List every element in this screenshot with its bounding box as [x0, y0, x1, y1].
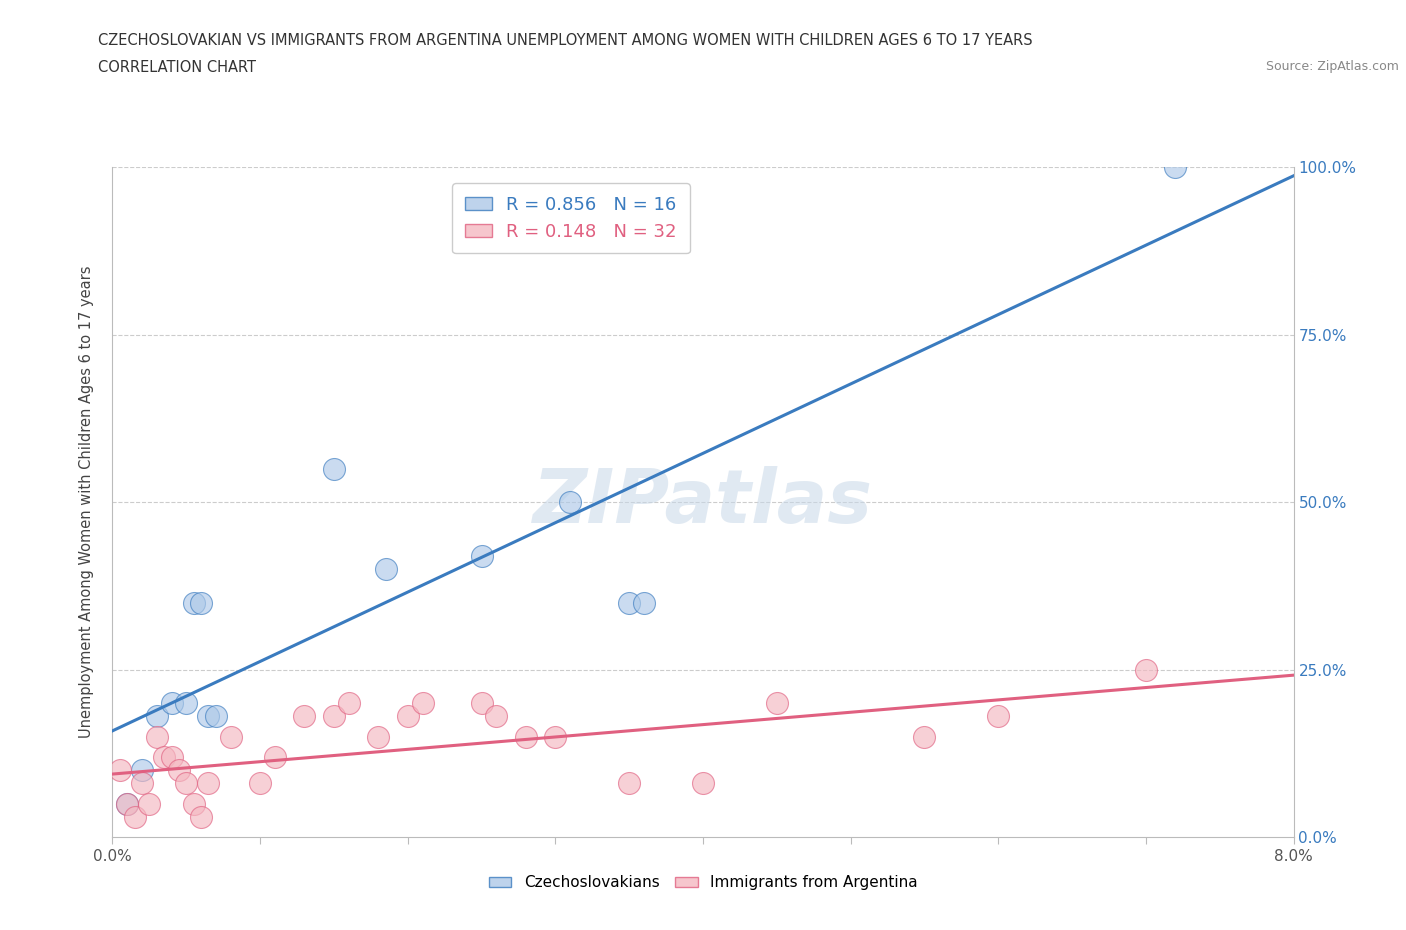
Point	[146, 729, 169, 744]
Point	[197, 776, 219, 790]
Point	[323, 709, 346, 724]
Point	[633, 595, 655, 610]
Point	[146, 709, 169, 724]
Point	[197, 709, 219, 724]
Text: CORRELATION CHART: CORRELATION CHART	[98, 60, 256, 75]
Point	[396, 709, 419, 724]
Text: ZIPatlas: ZIPatlas	[533, 466, 873, 538]
Point	[485, 709, 508, 724]
Y-axis label: Unemployment Among Women with Children Ages 6 to 17 years: Unemployment Among Women with Children A…	[79, 266, 94, 738]
Point	[131, 763, 153, 777]
Point	[292, 709, 315, 724]
Text: Source: ZipAtlas.com: Source: ZipAtlas.com	[1265, 60, 1399, 73]
Point	[1164, 160, 1187, 175]
Point	[544, 729, 567, 744]
Point	[337, 696, 360, 711]
Point	[367, 729, 389, 744]
Point	[108, 763, 131, 777]
Point	[167, 763, 190, 777]
Point	[412, 696, 434, 711]
Point	[190, 809, 212, 824]
Point	[515, 729, 537, 744]
Point	[138, 796, 160, 811]
Point	[219, 729, 242, 744]
Point	[619, 776, 641, 790]
Point	[249, 776, 271, 790]
Point	[153, 750, 176, 764]
Point	[183, 595, 205, 610]
Point	[160, 696, 183, 711]
Point	[183, 796, 205, 811]
Point	[174, 696, 197, 711]
Point	[131, 776, 153, 790]
Point	[323, 461, 346, 476]
Legend: Czechoslovakians, Immigrants from Argentina: Czechoslovakians, Immigrants from Argent…	[482, 870, 924, 897]
Point	[470, 696, 494, 711]
Point	[1135, 662, 1157, 677]
Point	[124, 809, 146, 824]
Point	[470, 549, 494, 564]
Point	[160, 750, 183, 764]
Point	[117, 796, 138, 811]
Point	[987, 709, 1010, 724]
Point	[117, 796, 138, 811]
Text: CZECHOSLOVAKIAN VS IMMIGRANTS FROM ARGENTINA UNEMPLOYMENT AMONG WOMEN WITH CHILD: CZECHOSLOVAKIAN VS IMMIGRANTS FROM ARGEN…	[98, 33, 1033, 47]
Point	[374, 562, 396, 577]
Point	[914, 729, 936, 744]
Point	[619, 595, 641, 610]
Point	[264, 750, 287, 764]
Point	[205, 709, 228, 724]
Point	[766, 696, 789, 711]
Point	[190, 595, 212, 610]
Point	[174, 776, 197, 790]
Point	[560, 495, 582, 510]
Point	[692, 776, 714, 790]
